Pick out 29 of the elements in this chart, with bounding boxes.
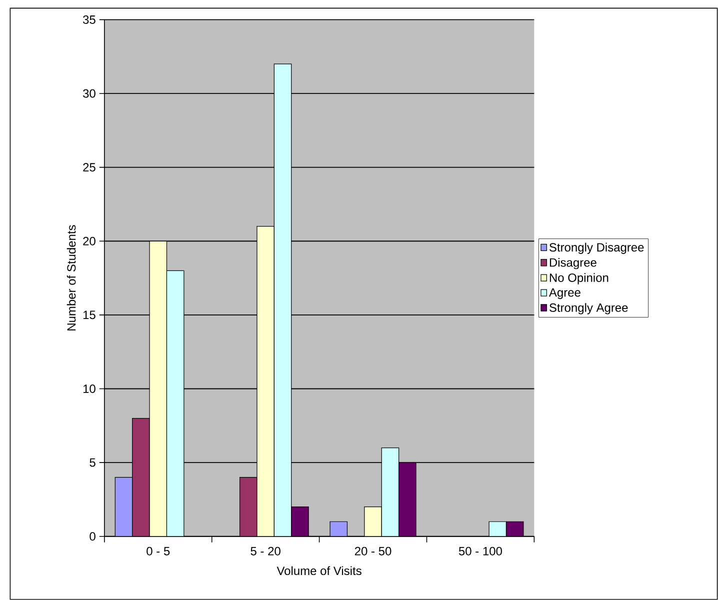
legend-label: Agree	[548, 288, 580, 300]
x-tick-label: 50 - 100	[458, 546, 502, 556]
y-tick-label: 5	[90, 458, 96, 467]
x-tick-label: 5 - 20	[250, 546, 280, 556]
bar	[166, 270, 184, 536]
x-axis-title: Volume of Visits	[276, 566, 362, 576]
y-tick-label: 35	[83, 15, 96, 24]
y-tick-label: 10	[83, 384, 96, 393]
x-tick-label: 20 - 50	[354, 546, 392, 556]
bar	[256, 226, 274, 536]
bar	[274, 64, 292, 536]
y-tick-label: 20	[83, 236, 96, 246]
y-tick-label: 0	[90, 532, 96, 541]
bar	[488, 521, 507, 536]
y-tick-label: 15	[83, 310, 96, 320]
bar	[506, 521, 524, 536]
bar	[364, 506, 382, 536]
y-tick-label: 25	[83, 163, 96, 172]
legend-label: No Opinion	[550, 273, 608, 284]
y-axis-title: Number of Students	[66, 225, 76, 330]
bar	[398, 462, 416, 536]
legend-label: Strongly Disagree	[550, 242, 644, 254]
bar	[149, 240, 168, 536]
bar	[381, 447, 400, 536]
x-tick-label: 0 - 5	[146, 546, 170, 556]
y-tick-label: 30	[83, 89, 96, 98]
bar	[291, 506, 309, 536]
legend-label: Strongly Agree	[550, 303, 628, 314]
legend-label: Disagree	[550, 258, 596, 270]
